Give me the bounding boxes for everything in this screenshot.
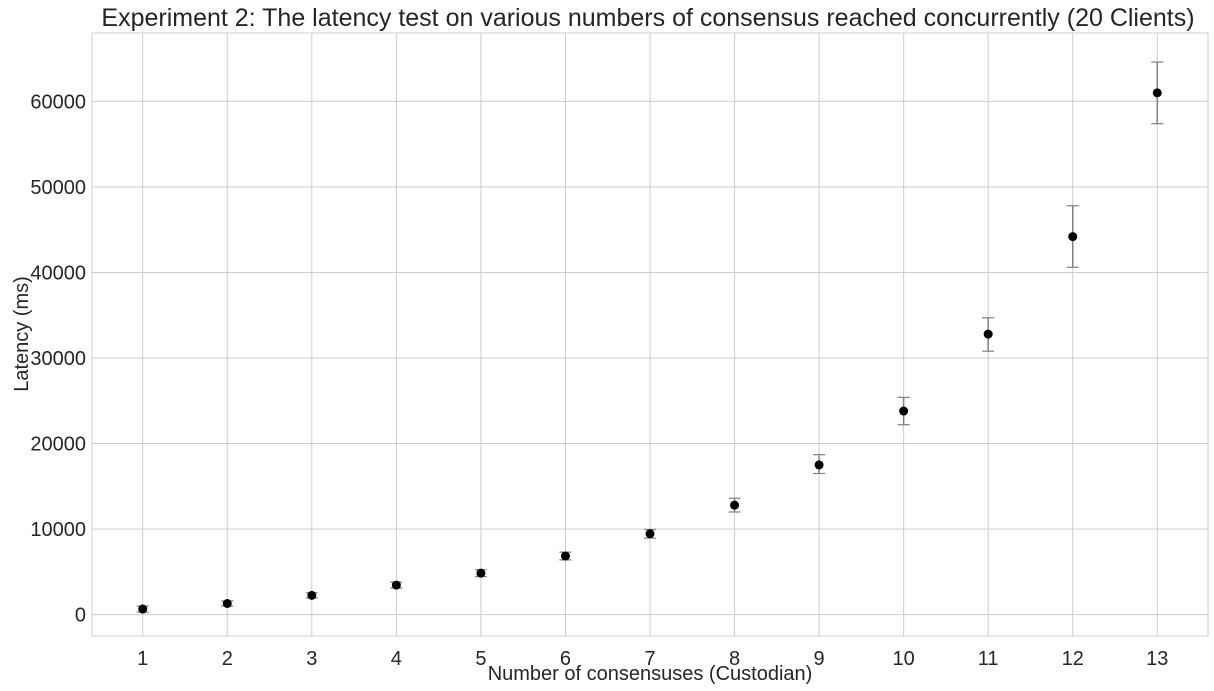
y-tick-label: 20000 [30,434,86,456]
y-axis-label: Latency (ms) [11,276,33,392]
x-tick-label: 4 [391,648,402,670]
x-tick-label: 5 [475,648,486,670]
x-tick-label: 10 [893,648,915,670]
x-tick-label: 7 [644,648,655,670]
data-points [138,88,1162,614]
data-point [138,604,148,614]
x-tick-label: 9 [814,648,825,670]
data-point [391,580,401,590]
x-axis-label: Number of consensuses (Custodian) [488,663,813,685]
chart-title: Experiment 2: The latency test on variou… [101,4,1194,32]
y-tick-label: 0 [75,605,86,627]
data-point [814,460,824,470]
data-point [476,568,486,578]
x-tick-label: 8 [729,648,740,670]
x-tick-labels: 1 2 3 4 5 6 7 8 9 10 11 12 13 [137,648,1168,670]
y-tick-label: 30000 [30,348,86,370]
y-tick-label: 60000 [30,91,86,113]
data-point [1152,88,1162,98]
y-tick-label: 40000 [30,262,86,284]
x-tick-label: 3 [306,648,317,670]
data-point [1068,232,1078,242]
x-tick-label: 2 [222,648,233,670]
y-tick-label: 10000 [30,519,86,541]
y-tick-labels: 0 10000 20000 30000 40000 50000 60000 [30,91,86,626]
data-point [222,598,232,608]
x-tick-label: 11 [978,648,999,670]
x-tick-label: 6 [560,648,571,670]
x-tick-label: 13 [1146,648,1168,670]
data-point [730,500,740,510]
y-tick-label: 50000 [30,177,86,199]
x-tick-label: 12 [1062,648,1084,670]
data-point [983,329,993,339]
data-point [645,529,655,539]
grid-lines [92,33,1208,636]
x-tick-label: 1 [137,648,148,670]
data-point [899,406,909,416]
data-point [560,551,570,561]
data-point [307,590,317,600]
